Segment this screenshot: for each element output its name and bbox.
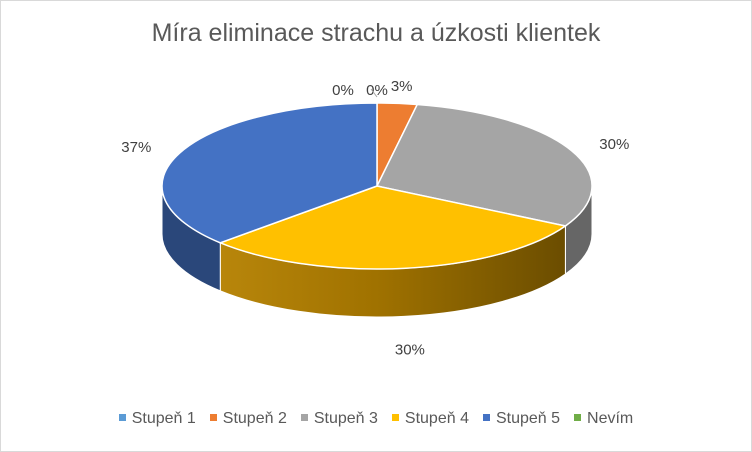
- legend-item: Stupeň 3: [300, 410, 378, 428]
- data-label-5: 0%: [332, 82, 354, 99]
- legend-label: Stupeň 3: [313, 410, 378, 427]
- data-label-4: 37%: [121, 139, 151, 156]
- legend-swatch: [300, 414, 308, 421]
- legend-swatch: [209, 414, 217, 421]
- legend-item: Stupeň 2: [209, 410, 287, 428]
- legend-item: Stupeň 5: [482, 410, 561, 428]
- pie-slice-3: [218, 185, 568, 270]
- pie-labels: 0% 3%30%30%37%0%: [121, 78, 629, 358]
- legend-item: Stupeň 1: [118, 410, 196, 428]
- pie-chart: 0% 3%30%30%37%0%: [121, 78, 629, 358]
- chart-legend: Stupeň 1 Stupeň 2 Stupeň 3 Stupeň 4 Stupeň 5…: [1, 410, 751, 428]
- legend-swatch: [391, 414, 399, 421]
- data-label-0: 0%: [366, 82, 388, 99]
- legend-label: Stupeň 2: [222, 410, 287, 427]
- legend-item: Nevím: [574, 410, 633, 428]
- legend-label: Stupeň 1: [131, 410, 196, 427]
- data-label-3: 30%: [395, 342, 425, 359]
- legend-swatch: [574, 414, 582, 421]
- data-label-1: 3%: [391, 78, 413, 95]
- chart-title: Míra eliminace strachu a úzkosti kliente…: [151, 19, 601, 47]
- pie-slice-4: [161, 102, 378, 244]
- legend-label: Stupeň 4: [404, 410, 469, 427]
- legend-label: Stupeň 5: [495, 410, 561, 427]
- legend-swatch: [482, 414, 490, 421]
- legend-item: Stupeň 4: [391, 410, 469, 428]
- legend-swatch: [118, 414, 126, 421]
- pie-slice-2: [375, 103, 593, 227]
- leader-line: [370, 88, 378, 98]
- data-label-2: 30%: [599, 136, 629, 153]
- pie-top: [161, 102, 593, 270]
- legend-label: Nevím: [587, 410, 634, 427]
- pie-sides: [161, 185, 593, 318]
